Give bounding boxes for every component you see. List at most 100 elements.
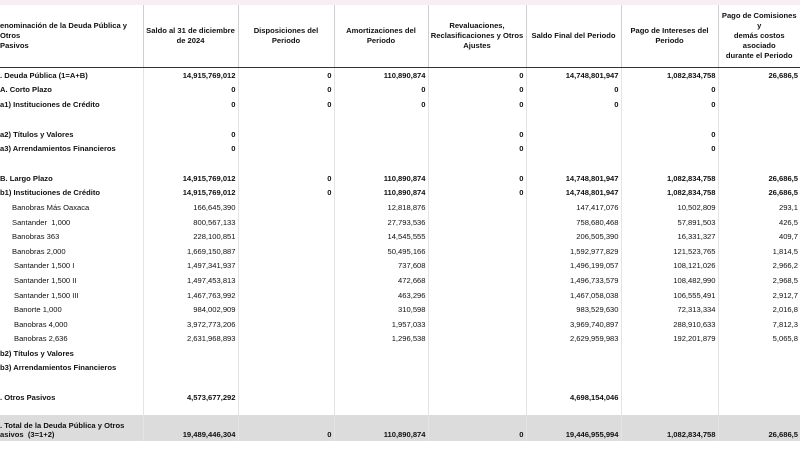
amount-cell: 1,082,834,758 bbox=[620, 67, 718, 83]
empty-cell bbox=[237, 141, 334, 156]
amount-cell: 3,969,740,897 bbox=[525, 316, 621, 332]
amount-cell: 110,890,874 bbox=[333, 185, 428, 201]
row-label: Banobras 2,636 bbox=[14, 334, 68, 344]
amount-cell: 0 bbox=[237, 67, 334, 83]
table-row: a2) Títulos y Valores 0 0 0 bbox=[0, 111, 800, 142]
amount-cell: 0 bbox=[427, 185, 526, 201]
amount-cell: 14,748,801,947 bbox=[525, 155, 621, 186]
empty-cell bbox=[717, 97, 800, 112]
empty-cell bbox=[525, 111, 621, 142]
amount-cell: 1,496,733,579 bbox=[525, 273, 621, 288]
amount-cell: 1,496,199,057 bbox=[525, 258, 621, 274]
amount-cell: 16,331,327 bbox=[620, 229, 718, 244]
empty-cell bbox=[333, 111, 428, 142]
amount-cell: 2,968,5 bbox=[717, 273, 800, 288]
column-header: Disposiciones del Periodo bbox=[237, 5, 334, 68]
amount-cell: 1,592,977,829 bbox=[525, 243, 621, 259]
amount-cell: 0 bbox=[620, 97, 718, 112]
empty-cell bbox=[620, 404, 718, 415]
amount-cell: 4,698,154,046 bbox=[525, 375, 621, 405]
empty-cell bbox=[237, 331, 334, 347]
amount-cell: 426,5 bbox=[717, 214, 800, 230]
amount-cell: 147,417,076 bbox=[525, 200, 621, 215]
amount-cell: 463,296 bbox=[333, 287, 428, 303]
empty-cell bbox=[237, 258, 334, 274]
empty-cell bbox=[717, 346, 800, 361]
empty-cell bbox=[620, 375, 718, 405]
empty-cell bbox=[0, 405, 143, 415]
amount-cell: 0 bbox=[525, 82, 621, 98]
empty-cell bbox=[525, 346, 621, 361]
amount-cell: 110,890,874 bbox=[333, 155, 428, 186]
column-header: Pago de Comisiones y demás costos asocia… bbox=[717, 5, 800, 68]
row-label: Santander 1,500 II bbox=[14, 275, 77, 285]
amount-cell: 14,915,769,012 bbox=[142, 67, 238, 83]
empty-cell bbox=[237, 316, 334, 332]
amount-cell: 2,629,959,983 bbox=[525, 331, 621, 347]
amount-cell: 0 bbox=[427, 111, 526, 142]
column-header: Amortizaciones del Periodo bbox=[333, 5, 428, 68]
amount-cell: 12,818,876 bbox=[333, 200, 428, 215]
amount-cell: 0 bbox=[620, 82, 718, 98]
table-row: . Total de la Deuda Pública y Otros asiv… bbox=[0, 414, 800, 441]
amount-cell: 19,489,446,304 bbox=[142, 414, 238, 441]
row-label: Banorte 1,000 bbox=[14, 305, 62, 315]
amount-cell: 26,686,5 bbox=[717, 155, 800, 186]
empty-cell bbox=[717, 360, 800, 376]
empty-cell bbox=[237, 346, 334, 361]
amount-cell: 0 bbox=[427, 97, 526, 112]
empty-cell bbox=[717, 375, 800, 405]
table-row: b1) Instituciones de Crédito 14,915,769,0… bbox=[0, 185, 800, 201]
amount-cell: 0 bbox=[142, 141, 238, 156]
empty-cell bbox=[333, 141, 428, 156]
amount-cell: 10,502,809 bbox=[620, 200, 718, 215]
empty-cell bbox=[237, 214, 334, 230]
table-row: b2) Títulos y Valores bbox=[0, 346, 800, 361]
amount-cell: 14,748,801,947 bbox=[525, 67, 621, 83]
empty-cell bbox=[427, 214, 526, 230]
row-label: B. Largo Plazo bbox=[0, 173, 53, 183]
amount-cell: 0 bbox=[142, 97, 238, 112]
empty-cell bbox=[525, 141, 621, 156]
empty-cell bbox=[427, 360, 526, 376]
amount-cell: 0 bbox=[427, 67, 526, 83]
row-label: Banobras Más Oaxaca bbox=[12, 202, 90, 212]
row-label: a3) Arrendamientos Financieros bbox=[0, 144, 116, 154]
amount-cell: 26,686,5 bbox=[717, 414, 800, 441]
amount-cell: 4,573,677,292 bbox=[142, 375, 238, 405]
table-row: a1) Instituciones de Crédito 0 0 0 0 0 0 bbox=[0, 97, 800, 112]
amount-cell: 310,598 bbox=[333, 302, 428, 317]
amount-cell: 288,910,633 bbox=[620, 316, 718, 332]
amount-cell: 800,567,133 bbox=[142, 214, 238, 230]
amount-cell: 206,505,390 bbox=[525, 229, 621, 244]
empty-cell bbox=[427, 316, 526, 332]
amount-cell: 1,082,834,758 bbox=[620, 185, 718, 201]
table-row: a3) Arrendamientos Financieros 0 0 0 bbox=[0, 141, 800, 156]
amount-cell: 409,7 bbox=[717, 229, 800, 244]
amount-cell: 0 bbox=[427, 155, 526, 186]
debt-table: enominación de la Deuda Pública y Otros … bbox=[0, 5, 800, 441]
empty-cell bbox=[525, 404, 621, 415]
amount-cell: 108,482,990 bbox=[620, 273, 718, 288]
empty-cell bbox=[237, 302, 334, 317]
empty-cell bbox=[525, 360, 621, 376]
amount-cell: 2,966,2 bbox=[717, 258, 800, 274]
table-row: . Otros Pasivos 4,573,677,292 4,698,154,04… bbox=[0, 375, 800, 405]
amount-cell: 1,467,058,038 bbox=[525, 287, 621, 303]
row-label: Banobras 2,000 bbox=[12, 246, 66, 256]
amount-cell: 106,555,491 bbox=[620, 287, 718, 303]
amount-cell: 0 bbox=[427, 414, 526, 441]
empty-cell bbox=[142, 360, 238, 376]
amount-cell: 121,523,765 bbox=[620, 243, 718, 259]
table-row: Santander 1,000 800,567,133 27,793,536 758,… bbox=[0, 214, 800, 230]
row-label: Banobras 363 bbox=[12, 232, 60, 242]
amount-cell: 0 bbox=[142, 111, 238, 142]
amount-cell: 984,002,909 bbox=[142, 302, 238, 317]
empty-cell bbox=[427, 375, 526, 405]
amount-cell: 14,915,769,012 bbox=[142, 155, 238, 186]
amount-cell: 737,608 bbox=[333, 258, 428, 274]
amount-cell: 472,668 bbox=[333, 273, 428, 288]
amount-cell: 0 bbox=[427, 141, 526, 156]
amount-cell: 108,121,026 bbox=[620, 258, 718, 274]
row-label: . Otros Pasivos bbox=[0, 393, 56, 403]
